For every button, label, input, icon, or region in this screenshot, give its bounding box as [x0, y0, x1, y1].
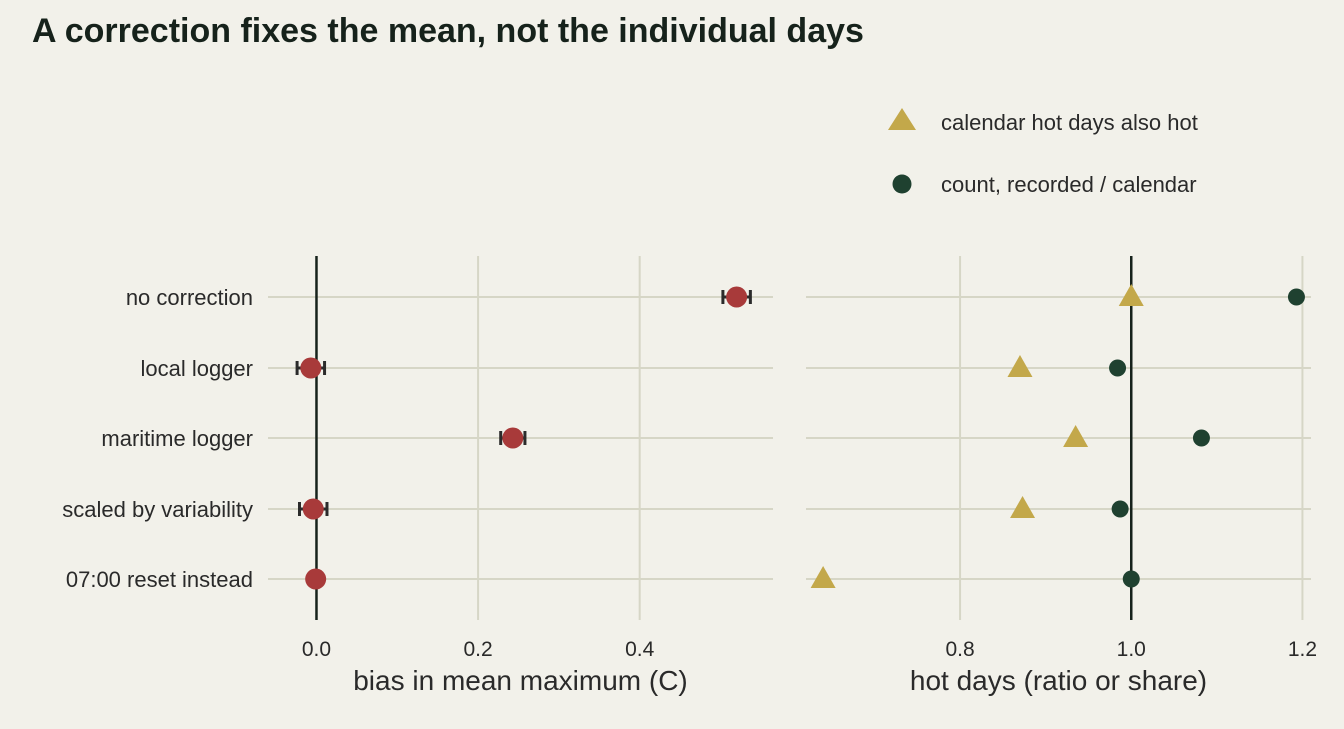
right-panel: 0.8 1.0 1.2 hot days (ratio or share) — [806, 256, 1317, 696]
right-x-tick-label: 1.0 — [1117, 638, 1146, 661]
left-x-tick-label: 0.2 — [463, 638, 492, 661]
hot-days-also-hot-triangle — [1010, 496, 1036, 518]
bias-point — [726, 286, 748, 308]
hot-days-count-circle — [1287, 288, 1305, 306]
hot-days-also-hot-triangle — [1118, 284, 1144, 306]
bias-point — [300, 357, 322, 379]
category-label: 07:00 reset instead — [66, 567, 253, 592]
left-x-axis-label: bias in mean maximum (C) — [353, 665, 688, 696]
right-x-tick-label: 0.8 — [945, 638, 974, 661]
legend-label-circle: count, recorded / calendar — [941, 172, 1197, 197]
bias-point — [305, 568, 327, 590]
hot-days-also-hot-triangle — [810, 566, 836, 588]
right-x-tick-label: 1.2 — [1288, 638, 1317, 661]
legend-circle-marker — [892, 174, 912, 194]
legend: calendar hot days also hot count, record… — [888, 108, 1198, 197]
bias-point — [502, 427, 524, 449]
hot-days-count-circle — [1192, 429, 1210, 447]
hot-days-count-circle — [1109, 359, 1127, 377]
left-x-tick-label: 0.0 — [302, 638, 331, 661]
category-labels: no correction local logger maritime logger… — [62, 285, 253, 592]
chart-title: A correction fixes the mean, not the ind… — [32, 12, 864, 50]
category-label: scaled by variability — [62, 497, 253, 522]
left-panel: 0.0 0.2 0.4 bias in mean maximum (C) — [268, 256, 773, 696]
legend-triangle-marker — [888, 108, 916, 130]
hot-days-also-hot-triangle — [1063, 425, 1089, 447]
right-x-axis-label: hot days (ratio or share) — [910, 665, 1207, 696]
category-label: maritime logger — [101, 426, 253, 451]
hot-days-also-hot-triangle — [1007, 355, 1033, 377]
left-x-tick-label: 0.4 — [625, 638, 655, 661]
bias-point — [302, 498, 324, 520]
category-label: local logger — [140, 356, 253, 381]
hot-days-count-circle — [1111, 500, 1129, 518]
category-label: no correction — [126, 285, 253, 310]
legend-label-triangle: calendar hot days also hot — [941, 110, 1198, 135]
hot-days-count-circle — [1122, 570, 1140, 588]
